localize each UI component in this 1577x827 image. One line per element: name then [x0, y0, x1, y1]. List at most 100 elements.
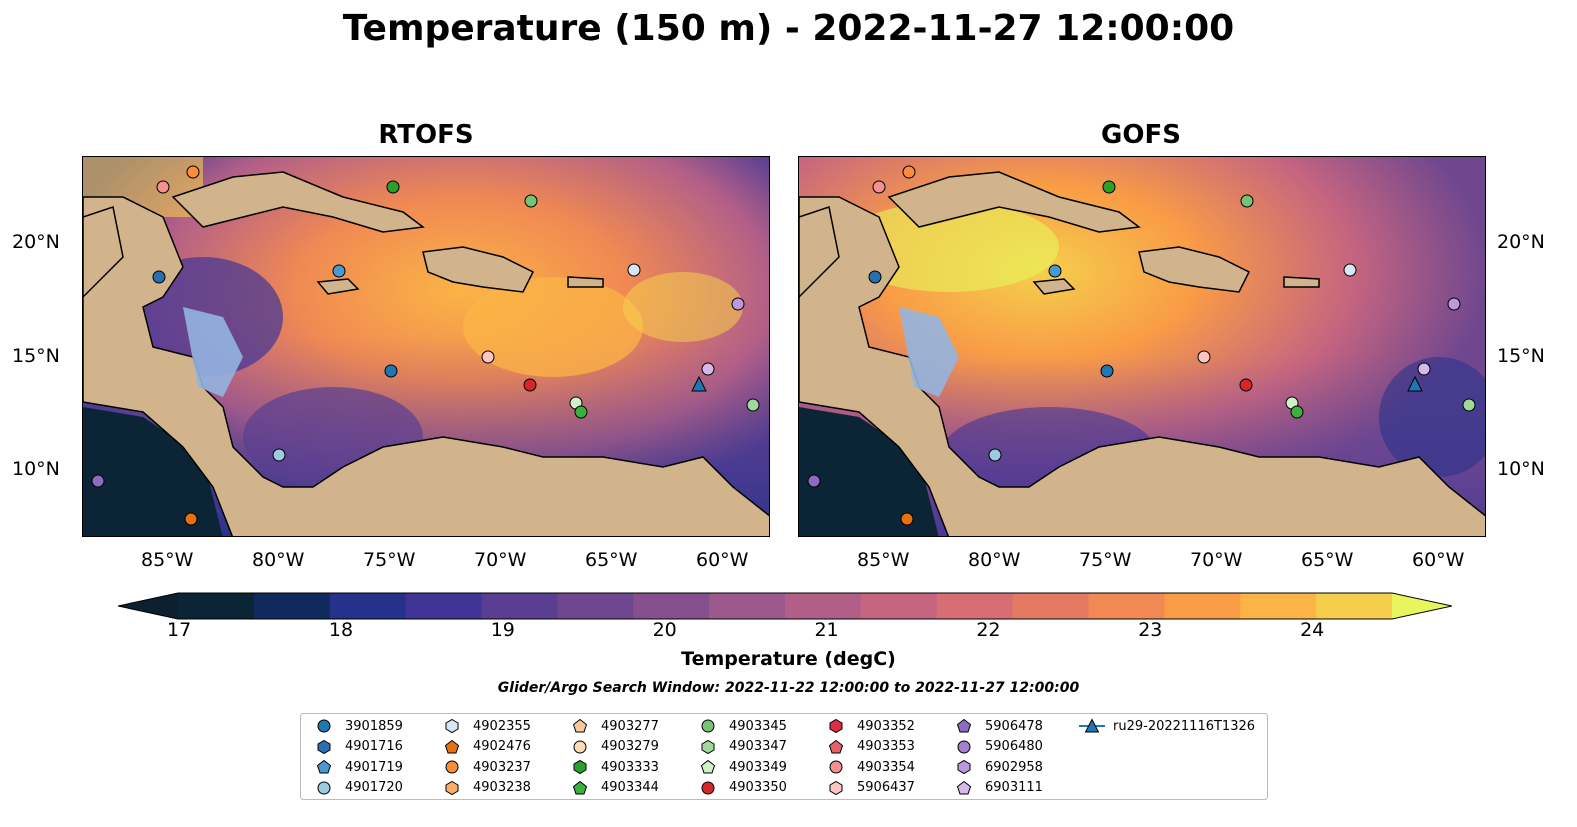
- pacific-ocean: [83, 407, 223, 536]
- puerto-rico-land: [567, 276, 604, 288]
- legend-label: 5906480: [985, 739, 1043, 754]
- panel-title-rtofs: RTOFS: [378, 120, 474, 150]
- legend-label: 6902958: [985, 759, 1043, 775]
- lon-tick-label: 70°W: [474, 549, 527, 571]
- colorbar-tick-label: 20: [652, 619, 677, 641]
- legend-marker-icon: [700, 759, 716, 774]
- colorbar-tick-label: 21: [814, 619, 839, 641]
- lon-tick-label: 65°W: [1301, 549, 1354, 571]
- legend-item: 4903237: [439, 757, 531, 777]
- lon-tick-label: 60°W: [696, 549, 749, 571]
- legend-marker-icon: [445, 760, 459, 774]
- legend-label: ru29-20221116T1326: [1113, 718, 1256, 734]
- legend-marker-icon: [1079, 718, 1105, 733]
- yucatan-land: [83, 206, 124, 299]
- legend-item: 4903344: [567, 778, 659, 798]
- yucatan-land: [799, 206, 840, 299]
- central-south-america-land: [799, 196, 1485, 536]
- colorbar-segment: [1088, 593, 1165, 619]
- lon-tick-label: 75°W: [1079, 549, 1132, 571]
- legend-marker-icon: [573, 740, 587, 753]
- colorbar-segment: [860, 593, 938, 619]
- legend-item: 4903238: [439, 778, 531, 798]
- colorbar-segment: [709, 593, 786, 619]
- legend-marker-icon: [445, 718, 459, 734]
- colorbar-tick-label: 22: [976, 619, 1001, 641]
- colorbar-tick-label: 18: [328, 619, 354, 641]
- legend-label: 6903111: [985, 780, 1043, 795]
- colorbar-outline: [118, 592, 1452, 620]
- colorbar-segment: [253, 593, 331, 619]
- legend-item: 4903353: [823, 737, 915, 757]
- hispaniola-land: [422, 246, 535, 293]
- legend-item: 4903350: [695, 778, 787, 798]
- nicaragua-shelf: [899, 307, 959, 397]
- cold-eddy: [1379, 357, 1485, 477]
- lat-tick-label: 20°N: [12, 231, 60, 253]
- legend-item: 4903354: [823, 757, 915, 777]
- legend-label: 4903344: [601, 780, 659, 795]
- legend-item: 5906478: [951, 716, 1043, 736]
- legend-item: 4902476: [439, 737, 531, 757]
- rtofs-map-svg: [83, 157, 769, 536]
- colorbar-segment: [1164, 593, 1241, 619]
- legend-item: 4903277: [567, 716, 659, 736]
- colorbar-label: Temperature (degC): [681, 648, 896, 670]
- cuba-land: [887, 171, 1141, 233]
- colorbar-segment: [329, 593, 407, 619]
- lon-tick-label: 60°W: [1412, 549, 1465, 571]
- legend-marker-icon: [317, 781, 331, 794]
- jamaica-land: [316, 278, 360, 295]
- legend-item: ru29-20221116T1326: [1079, 716, 1255, 736]
- legend-item: 4901719: [311, 757, 403, 777]
- legend-label: 4903349: [729, 759, 787, 775]
- legend-marker-icon: [701, 719, 715, 733]
- legend-label: 4903277: [601, 718, 659, 734]
- legend-marker-icon: [445, 780, 459, 795]
- legend-label: 4903352: [857, 718, 915, 734]
- legend-marker-icon: [957, 759, 971, 775]
- lon-tick-label: 70°W: [1190, 549, 1243, 571]
- legend-label: 3901859: [345, 718, 403, 734]
- central-south-america-land: [83, 196, 769, 536]
- gofs-map-svg: [799, 157, 1485, 536]
- legend-marker-icon: [572, 718, 588, 733]
- legend-item: 5906437: [823, 778, 915, 798]
- colorbar-segment: [557, 593, 634, 619]
- legend-marker-icon: [956, 780, 972, 794]
- legend-item: 3901859: [311, 716, 403, 736]
- float-markers: [807, 165, 1476, 526]
- pacific-ocean: [799, 407, 939, 536]
- lon-tick-label: 85°W: [141, 549, 194, 571]
- legend-marker-icon: [572, 780, 588, 794]
- panel-title-gofs: GOFS: [1101, 120, 1181, 150]
- lat-tick-label: 20°N: [1497, 231, 1545, 253]
- legend-item: 6902958: [951, 757, 1043, 777]
- legend-marker-icon: [828, 739, 844, 753]
- colorbar-under-extension: [118, 593, 178, 619]
- legend-label: 4903345: [729, 718, 787, 734]
- legend-label: 4901720: [345, 780, 403, 795]
- colorbar-tick-label: 17: [167, 619, 192, 641]
- legend-label: 4903347: [729, 739, 787, 754]
- colorbar-tick-label: 24: [1300, 619, 1325, 641]
- legend-marker-icon: [701, 781, 715, 794]
- colorbar-segment: [1240, 593, 1317, 619]
- colorbar-segment: [1316, 593, 1393, 619]
- legend-label: 4903353: [857, 739, 915, 754]
- legend-item: 4902355: [439, 716, 531, 736]
- legend-marker-icon: [957, 740, 971, 753]
- cuba-land: [171, 171, 425, 233]
- legend-label: 4901719: [345, 759, 403, 775]
- lat-tick-label: 15°N: [1497, 345, 1545, 367]
- figure-title: Temperature (150 m) - 2022-11-27 12:00:0…: [342, 8, 1235, 49]
- lon-tick-label: 80°W: [252, 549, 305, 571]
- legend-marker-icon: [444, 739, 460, 753]
- legend-label: 4902355: [473, 718, 531, 734]
- colorbar-tick-label: 19: [490, 619, 515, 641]
- colorbar: [118, 592, 1452, 620]
- lon-tick-label: 75°W: [363, 549, 416, 571]
- legend-label: 4903350: [729, 780, 787, 795]
- search-window-text: Glider/Argo Search Window: 2022-11-22 12…: [497, 680, 1080, 696]
- colorbar-tick-label: 23: [1138, 619, 1163, 641]
